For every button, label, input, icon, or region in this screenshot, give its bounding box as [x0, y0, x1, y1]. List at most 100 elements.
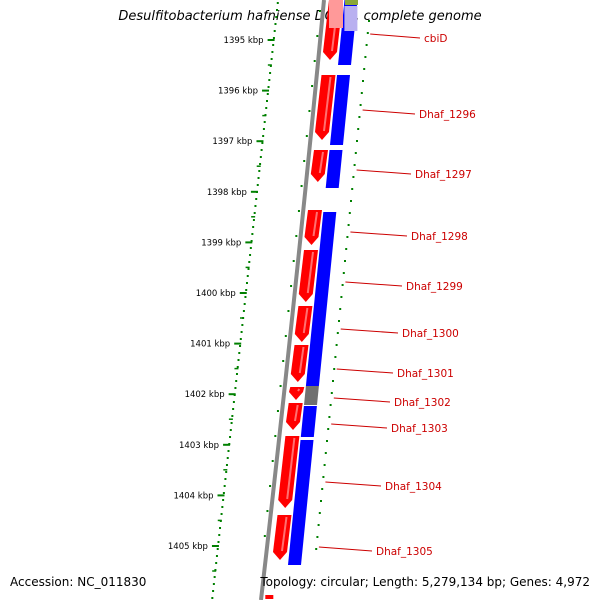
scale-dot — [248, 261, 251, 263]
gene-block — [288, 440, 314, 565]
scale-dot — [212, 583, 215, 585]
cds-highlight — [281, 516, 288, 552]
outer-dot — [326, 440, 328, 442]
outer-dot — [336, 332, 339, 334]
gene-label: Dhaf_1299 — [406, 281, 463, 293]
scale-dot — [270, 58, 273, 60]
scale-dot — [250, 240, 253, 242]
outer-dot — [334, 356, 337, 358]
label-leader-line — [318, 546, 373, 552]
outer-dot — [348, 212, 351, 214]
scale-dot — [224, 478, 227, 480]
outer-dot — [322, 476, 325, 478]
accession-text: Accession: NC_011830 — [10, 575, 147, 589]
scale-dot — [247, 268, 250, 270]
scale-dot — [213, 576, 216, 578]
gene-label: Dhaf_1304 — [385, 481, 442, 493]
inner-dot — [266, 510, 269, 512]
scale-tick-label: 1398 kbp — [207, 188, 247, 198]
cds-highlight — [286, 437, 296, 500]
inner-dot — [316, 35, 319, 37]
scale-dot — [268, 79, 271, 81]
label-leader-line — [370, 33, 421, 39]
inner-dot — [290, 285, 293, 287]
gene-label: Dhaf_1301 — [397, 368, 454, 380]
outer-dot — [328, 416, 331, 418]
scale-dot — [240, 331, 243, 333]
outer-dot — [346, 236, 349, 238]
outer-dot — [351, 188, 354, 190]
scale-tick-label: 1402 kbp — [185, 390, 225, 400]
gene-labels: cbiD Dhaf_1296 Dhaf_1297 Dhaf_1298 Dhaf_1299… — [376, 33, 476, 558]
scale-dot — [255, 198, 258, 200]
scale-tick-label: 1399 kbp — [201, 238, 241, 248]
scale-dot — [260, 149, 263, 151]
cds-highlight — [312, 211, 318, 237]
outer-dot — [366, 32, 369, 34]
outer-dotted-line — [315, 20, 370, 550]
scale-dot — [266, 100, 268, 102]
cds-arrow — [273, 515, 292, 560]
inner-dot — [313, 60, 316, 62]
scale-dot — [276, 2, 279, 4]
scale-dot — [235, 373, 238, 375]
scale-dot — [265, 107, 268, 109]
genome-backbone — [259, 0, 326, 600]
scale-dot — [212, 590, 215, 592]
scale-dot — [216, 548, 219, 550]
outer-dot — [352, 176, 355, 178]
outer-dot — [324, 452, 327, 454]
gene-label: Dhaf_1296 — [419, 109, 476, 121]
top-olive-block — [345, 0, 358, 5]
scale-tick-label: 1403 kbp — [179, 441, 219, 451]
inner-dot — [276, 410, 279, 412]
cds-highlight — [298, 346, 305, 374]
inner-dot — [308, 110, 311, 112]
scale-dot — [249, 247, 252, 249]
inner-dot — [292, 260, 295, 262]
outer-dot — [358, 116, 361, 118]
label-leader-line — [340, 328, 399, 334]
outer-dot — [347, 224, 350, 226]
gene-block — [300, 406, 317, 437]
scale-dot — [232, 408, 235, 410]
scale-dot — [267, 86, 270, 88]
label-leaders — [318, 33, 421, 552]
outer-dot — [318, 512, 321, 514]
outer-dot — [341, 284, 344, 286]
scale-dot — [217, 541, 220, 543]
scale-dot — [222, 499, 225, 501]
outer-dot — [320, 500, 322, 502]
scale-tick-label: 1405 kbp — [168, 542, 208, 552]
outer-dot — [368, 20, 370, 22]
scale-dot — [225, 464, 228, 466]
scale-dot — [230, 422, 233, 424]
scale-dot — [261, 142, 264, 144]
outer-dot — [353, 164, 356, 166]
scale-dot — [211, 597, 214, 599]
scale-dot — [219, 527, 222, 529]
outer-dot — [329, 404, 332, 406]
outer-dot — [344, 260, 346, 262]
scale-dot — [234, 387, 237, 389]
scale-dot — [257, 177, 260, 179]
inner-dot — [271, 460, 274, 462]
outer-dot — [332, 380, 334, 382]
scale-dot — [231, 415, 234, 417]
gene-label: Dhaf_1300 — [402, 328, 459, 340]
scale-ticks: 1395 kbp 1396 kbp 1397 kbp 1398 kbp 1399 kbp… — [168, 36, 275, 572]
scale-dot — [223, 485, 226, 487]
cds-arrow — [310, 150, 328, 182]
outer-dot — [327, 428, 330, 430]
outer-dot — [321, 488, 324, 490]
scale-dot — [225, 471, 228, 473]
cds-highlight — [302, 307, 309, 334]
outer-dot — [345, 248, 348, 250]
scale-dot — [276, 9, 279, 11]
scale-dot — [235, 380, 238, 382]
scale-dot — [215, 562, 218, 564]
scale-tick-label: 1404 kbp — [173, 491, 213, 501]
other-feature — [304, 386, 319, 405]
outer-dot — [340, 296, 343, 298]
scale-dot — [269, 72, 272, 74]
